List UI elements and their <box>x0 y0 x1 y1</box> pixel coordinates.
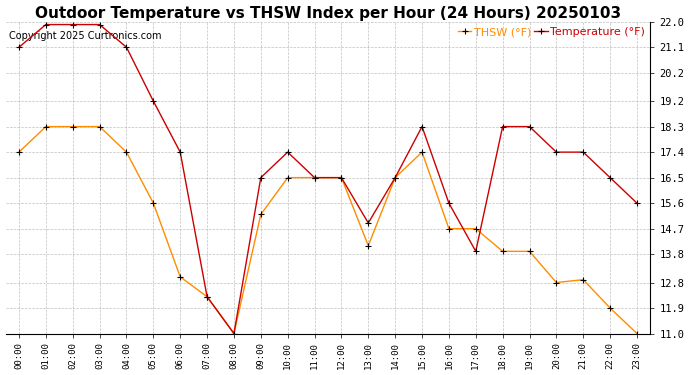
Temperature (°F) <box>472 249 480 254</box>
Temperature (°F) <box>122 45 130 50</box>
Temperature (°F) <box>15 45 23 50</box>
Temperature (°F) <box>525 124 533 129</box>
Temperature (°F) <box>337 176 346 180</box>
THSW (°F) <box>203 294 211 299</box>
THSW (°F) <box>391 176 400 180</box>
THSW (°F) <box>337 176 346 180</box>
Temperature (°F) <box>418 124 426 129</box>
THSW (°F) <box>95 124 104 129</box>
Temperature (°F) <box>606 176 614 180</box>
Title: Outdoor Temperature vs THSW Index per Hour (24 Hours) 20250103: Outdoor Temperature vs THSW Index per Ho… <box>35 6 621 21</box>
Line: THSW (°F): THSW (°F) <box>16 124 640 336</box>
Temperature (°F) <box>149 99 157 104</box>
Temperature (°F) <box>579 150 587 154</box>
THSW (°F) <box>525 249 533 254</box>
THSW (°F) <box>149 201 157 206</box>
Temperature (°F) <box>176 150 184 154</box>
THSW (°F) <box>552 280 560 285</box>
THSW (°F) <box>445 226 453 231</box>
Temperature (°F) <box>284 150 292 154</box>
THSW (°F) <box>122 150 130 154</box>
Temperature (°F) <box>68 22 77 27</box>
THSW (°F) <box>633 331 641 336</box>
THSW (°F) <box>364 243 373 248</box>
Temperature (°F) <box>230 331 238 336</box>
Temperature (°F) <box>445 201 453 206</box>
Temperature (°F) <box>41 22 50 27</box>
THSW (°F) <box>176 274 184 279</box>
Temperature (°F) <box>633 201 641 206</box>
Temperature (°F) <box>552 150 560 154</box>
THSW (°F) <box>257 212 265 217</box>
THSW (°F) <box>579 278 587 282</box>
THSW (°F) <box>15 150 23 154</box>
Temperature (°F) <box>203 294 211 299</box>
THSW (°F) <box>310 176 319 180</box>
THSW (°F) <box>41 124 50 129</box>
THSW (°F) <box>230 331 238 336</box>
THSW (°F) <box>418 150 426 154</box>
Temperature (°F) <box>391 176 400 180</box>
Temperature (°F) <box>257 176 265 180</box>
THSW (°F) <box>284 176 292 180</box>
Temperature (°F) <box>310 176 319 180</box>
Text: Copyright 2025 Curtronics.com: Copyright 2025 Curtronics.com <box>9 31 161 41</box>
THSW (°F) <box>472 226 480 231</box>
Temperature (°F) <box>95 22 104 27</box>
Legend: THSW (°F), Temperature (°F): THSW (°F), Temperature (°F) <box>454 23 649 42</box>
THSW (°F) <box>606 306 614 310</box>
Line: Temperature (°F): Temperature (°F) <box>16 22 640 336</box>
THSW (°F) <box>68 124 77 129</box>
Temperature (°F) <box>498 124 506 129</box>
Temperature (°F) <box>364 221 373 225</box>
THSW (°F) <box>498 249 506 254</box>
